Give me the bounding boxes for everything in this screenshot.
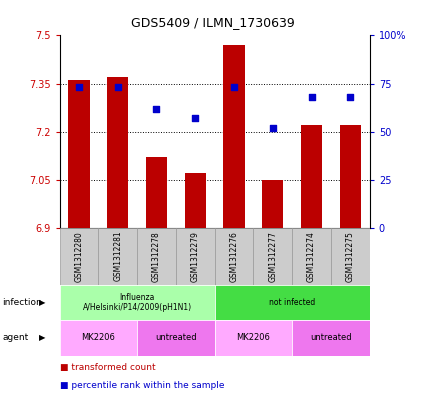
Text: untreated: untreated xyxy=(310,334,352,342)
Bar xyxy=(253,228,292,285)
Text: not infected: not infected xyxy=(269,298,315,307)
Bar xyxy=(60,285,215,320)
Text: GSM1312279: GSM1312279 xyxy=(191,231,200,282)
Point xyxy=(269,125,276,131)
Text: GSM1312278: GSM1312278 xyxy=(152,231,161,281)
Bar xyxy=(176,228,215,285)
Bar xyxy=(184,173,206,228)
Point xyxy=(153,105,160,112)
Bar xyxy=(137,228,176,285)
Bar xyxy=(60,320,137,356)
Bar xyxy=(292,320,370,356)
Text: agent: agent xyxy=(2,334,28,342)
Text: GDS5409 / ILMN_1730639: GDS5409 / ILMN_1730639 xyxy=(130,16,295,29)
Text: ▶: ▶ xyxy=(39,298,45,307)
Bar xyxy=(68,80,90,228)
Bar xyxy=(224,45,245,228)
Point xyxy=(231,84,238,90)
Point xyxy=(347,94,354,100)
Bar xyxy=(107,77,128,228)
Point xyxy=(308,94,315,100)
Text: ■ transformed count: ■ transformed count xyxy=(60,363,155,372)
Text: MK2206: MK2206 xyxy=(236,334,270,342)
Text: infection: infection xyxy=(2,298,42,307)
Text: MK2206: MK2206 xyxy=(81,334,115,342)
Point xyxy=(114,84,121,90)
Bar xyxy=(215,285,370,320)
Text: GSM1312277: GSM1312277 xyxy=(268,231,277,282)
Text: ▶: ▶ xyxy=(39,334,45,342)
Bar xyxy=(262,180,283,228)
Bar xyxy=(292,228,331,285)
Text: Influenza
A/Helsinki/P14/2009(pH1N1): Influenza A/Helsinki/P14/2009(pH1N1) xyxy=(82,293,192,312)
Bar xyxy=(301,125,322,228)
Bar xyxy=(215,320,292,356)
Bar xyxy=(146,157,167,228)
Point xyxy=(192,115,198,121)
Bar xyxy=(137,320,215,356)
Bar xyxy=(98,228,137,285)
Text: untreated: untreated xyxy=(155,334,197,342)
Text: GSM1312274: GSM1312274 xyxy=(307,231,316,282)
Text: GSM1312275: GSM1312275 xyxy=(346,231,355,282)
Bar xyxy=(340,125,361,228)
Text: GSM1312281: GSM1312281 xyxy=(113,231,122,281)
Text: ■ percentile rank within the sample: ■ percentile rank within the sample xyxy=(60,381,224,389)
Text: GSM1312276: GSM1312276 xyxy=(230,231,238,282)
Bar xyxy=(60,228,98,285)
Bar xyxy=(215,228,253,285)
Point xyxy=(76,84,82,90)
Bar xyxy=(331,228,370,285)
Text: GSM1312280: GSM1312280 xyxy=(74,231,83,281)
